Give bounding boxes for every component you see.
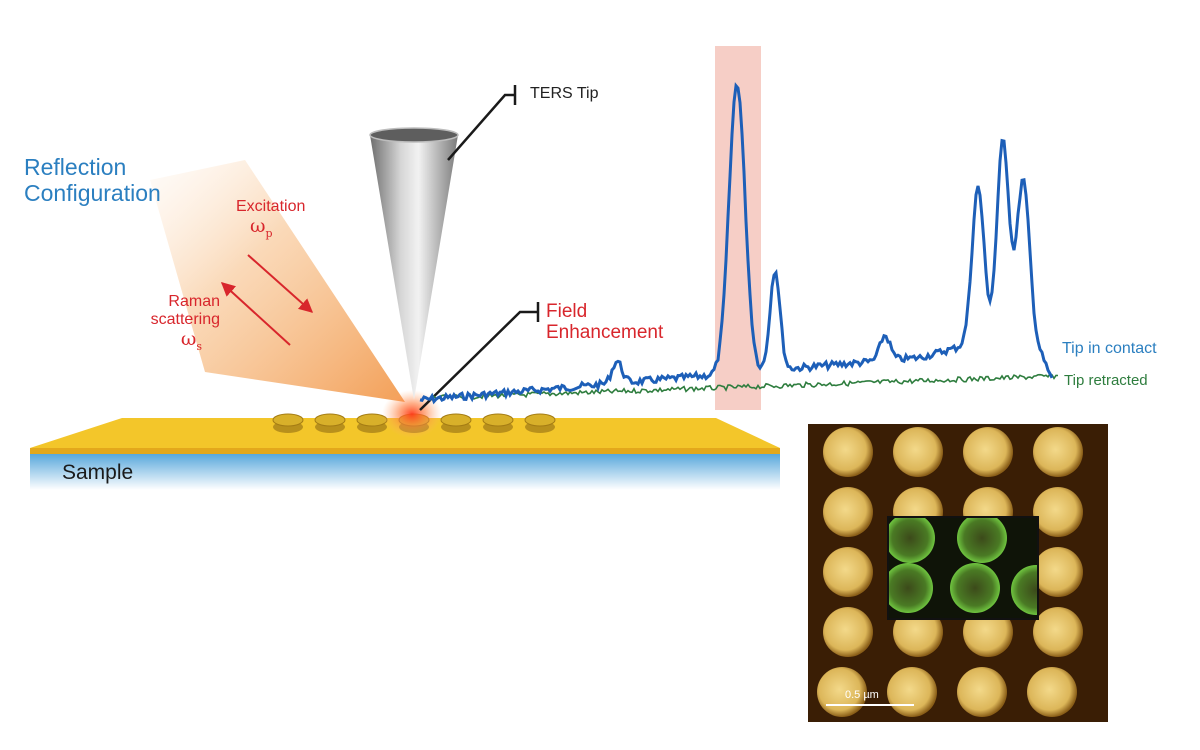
afm-dot (1027, 667, 1077, 717)
afm-enhanced-dots (888, 517, 1038, 615)
field-text-line1: Field (546, 301, 588, 322)
raman-label: Raman scattering ωs (120, 293, 220, 353)
afm-dot (963, 427, 1013, 477)
afm-scale-label: 0.5 µm (845, 689, 879, 701)
afm-dot (893, 427, 943, 477)
afm-enhanced-dot (888, 517, 935, 563)
tip-callout-line (447, 93, 515, 161)
sample-gold-front (30, 448, 780, 454)
sample-disc (524, 413, 556, 427)
afm-dot (1033, 607, 1083, 657)
spectrum-tip-in-contact (419, 82, 1054, 405)
ters-tip (370, 135, 458, 400)
afm-dot (1033, 487, 1083, 537)
raman-arrow (220, 282, 291, 346)
field-callout-line (419, 310, 538, 411)
excitation-arrow (247, 254, 314, 313)
peak-highlight-band (715, 46, 761, 410)
afm-dot (823, 487, 873, 537)
sample-disc (440, 413, 472, 427)
excitation-symbol: ωp (250, 214, 273, 240)
configuration-title-line1: Reflection (24, 154, 127, 180)
legend-tip-in-contact: Tip in contact (1062, 340, 1157, 357)
sample-blue-layer (30, 454, 780, 490)
sample-disc (272, 413, 304, 427)
sample-disc (314, 413, 346, 427)
configuration-title-line2: Configuration (24, 179, 161, 206)
ters-tip-top (369, 127, 459, 143)
ters-tip-label: TERS Tip (530, 85, 599, 102)
raman-text-line1: Raman (168, 293, 220, 310)
sample-label: Sample (62, 461, 134, 484)
afm-dot (1033, 427, 1083, 477)
field-text-line2: Enhancement (546, 322, 664, 344)
afm-dot (887, 667, 937, 717)
afm-image (808, 424, 1108, 722)
afm-scan-frame (887, 516, 1039, 620)
afm-enhanced-dot (950, 563, 1000, 613)
raman-text-line2: scattering (150, 310, 220, 328)
afm-dot (823, 427, 873, 477)
raman-symbol: ωs (180, 327, 202, 353)
afm-enhanced-dot (957, 517, 1007, 563)
afm-enhanced-dot (888, 563, 933, 613)
spectrum-tip-retracted (429, 372, 1059, 400)
configuration-title: Reflection Configuration (24, 154, 161, 207)
afm-dot (823, 607, 873, 657)
afm-enhanced-dot (1011, 565, 1038, 615)
excitation-label: Excitation ωp (236, 198, 305, 240)
field-enhancement-label: Field Enhancement (546, 301, 663, 344)
afm-dot (1033, 547, 1083, 597)
sample-disc (482, 413, 514, 427)
legend-tip-retracted: Tip retracted (1064, 372, 1148, 389)
excitation-text: Excitation (236, 198, 306, 215)
afm-dot (957, 667, 1007, 717)
afm-dot (823, 547, 873, 597)
